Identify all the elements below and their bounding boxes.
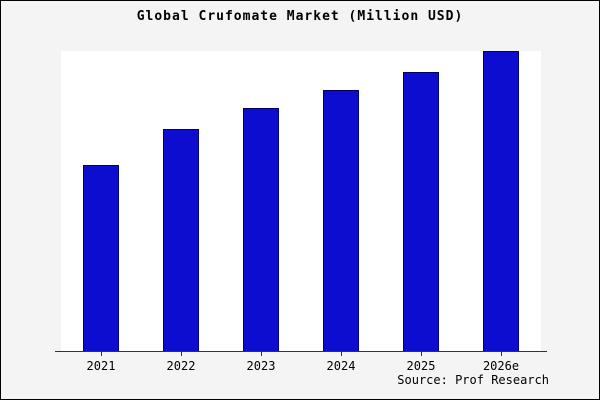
x-tick-label-2021: 2021 [61,352,141,373]
tick-mark [501,352,502,356]
x-tick-label-2022: 2022 [141,352,221,373]
bar-column [461,51,541,351]
x-tick-text: 2025 [406,359,436,373]
x-axis-line [55,351,547,352]
x-tick-text: 2024 [326,359,356,373]
source-note: Source: Prof Research [397,373,549,387]
x-tick-label-2024: 2024 [301,352,381,373]
tick-mark [341,352,342,356]
chart-title: Global Crufomate Market (Million USD) [136,9,464,24]
tick-mark [421,352,422,356]
plot-area [61,51,541,351]
bar-2022 [163,129,199,351]
bar-2024 [323,90,359,351]
bar-column [381,51,461,351]
tick-mark [181,352,182,356]
x-tick-text: 2026e [482,359,520,373]
x-tick-text: 2021 [86,359,116,373]
x-tick-label-2023: 2023 [221,352,301,373]
x-tick-text: 2022 [166,359,196,373]
x-tick-label-2025: 2025 [381,352,461,373]
bar-column [301,51,381,351]
bar-2025 [403,72,439,351]
x-axis-labels: 2021 2022 2023 2024 2025 2026e [61,352,541,373]
x-tick-label-2026e: 2026e [461,352,541,373]
tick-mark [101,352,102,356]
bar-2023 [243,108,279,351]
bar-column [141,51,221,351]
x-tick-text: 2023 [246,359,276,373]
bar-2026e [483,51,519,351]
tick-mark [261,352,262,356]
bar-column [221,51,301,351]
bar-column [61,51,141,351]
bar-2021 [83,165,119,351]
bars [61,51,541,351]
